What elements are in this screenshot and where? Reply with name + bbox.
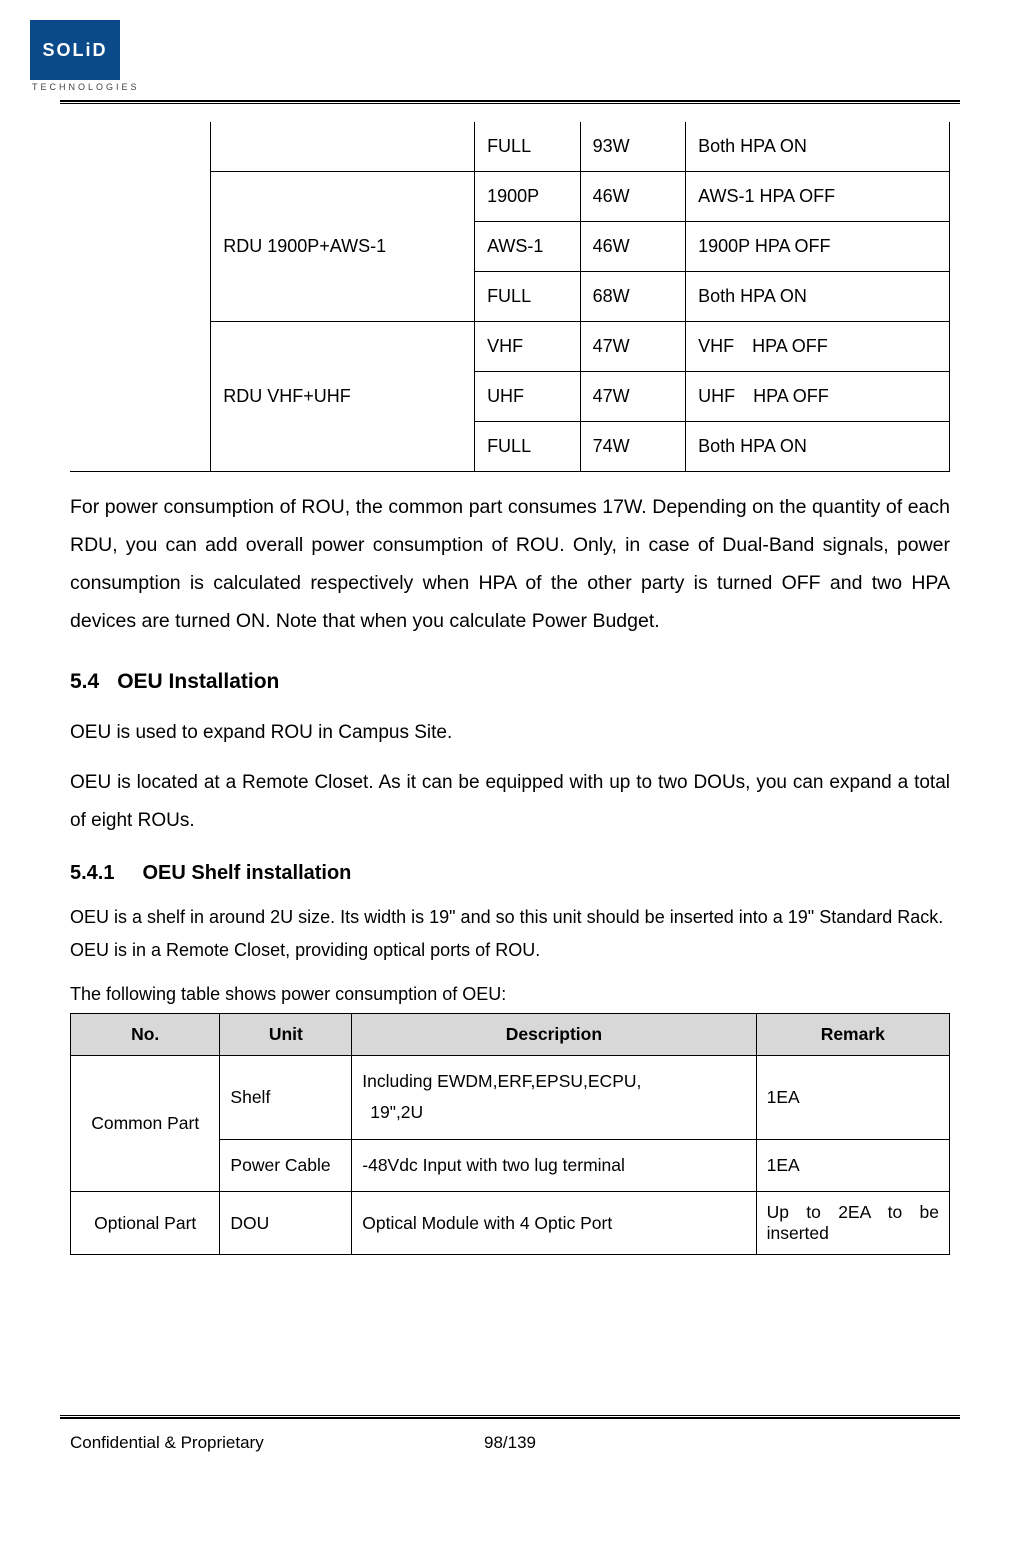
col-header-no: No. — [71, 1013, 220, 1055]
remark-cell: 1900P HPA OFF — [686, 222, 950, 272]
paragraph-5-4-1-body: OEU is a shelf in around 2U size. Its wi… — [70, 901, 950, 968]
oeu-components-table: No. Unit Description Remark Common PartS… — [70, 1013, 950, 1256]
desc-cell: Optical Module with 4 Optic Port — [352, 1192, 756, 1255]
remark-cell: UHF HPA OFF — [686, 372, 950, 422]
remark-cell: 1EA — [756, 1139, 949, 1192]
config-cell: RDU VHF+UHF — [211, 322, 475, 472]
remark-cell: AWS-1 HPA OFF — [686, 172, 950, 222]
config-cell: RDU 1900P+AWS-1 — [211, 172, 475, 322]
paragraph-power-note: For power consumption of ROU, the common… — [70, 488, 950, 640]
mode-cell: 1900P — [475, 172, 581, 222]
remark-cell: Both HPA ON — [686, 272, 950, 322]
remark-cell: Both HPA ON — [686, 422, 950, 472]
logo-container: SOLiD TECHNOLOGIES — [30, 20, 130, 92]
mode-cell: UHF — [475, 372, 581, 422]
footer-right — [657, 1433, 950, 1453]
no-cell: Optional Part — [71, 1192, 220, 1255]
remark-cell: Both HPA ON — [686, 122, 950, 172]
logo-mark: SOLiD — [30, 20, 120, 80]
mode-cell: AWS-1 — [475, 222, 581, 272]
mode-cell: FULL — [475, 272, 581, 322]
logo-text: SOLiD — [42, 40, 107, 61]
unit-cell: Shelf — [220, 1055, 352, 1139]
spacer — [70, 1255, 950, 1375]
power-cell: 47W — [580, 372, 686, 422]
desc-cell: -48Vdc Input with two lug terminal — [352, 1139, 756, 1192]
table-header-row: No. Unit Description Remark — [71, 1013, 950, 1055]
col-header-desc: Description — [352, 1013, 756, 1055]
header-divider — [60, 100, 960, 104]
remark-cell: 1EA — [756, 1055, 949, 1139]
power-cell: 46W — [580, 172, 686, 222]
footer-left: Confidential & Proprietary — [70, 1433, 363, 1453]
power-cell: 93W — [580, 122, 686, 172]
footer-page-number: 98/139 — [363, 1433, 656, 1453]
document-page: SOLiD TECHNOLOGIES FULL93WBoth HPA ONRDU… — [0, 0, 1020, 1562]
footer: Confidential & Proprietary 98/139 — [70, 1433, 950, 1453]
power-cell: 46W — [580, 222, 686, 272]
remark-cell: Up to 2EA to be inserted — [756, 1192, 949, 1255]
remark-cell: VHF HPA OFF — [686, 322, 950, 372]
col-header-unit: Unit — [220, 1013, 352, 1055]
table-row: Common PartShelfIncluding EWDM,ERF,EPSU,… — [71, 1055, 950, 1139]
power-consumption-table: FULL93WBoth HPA ONRDU 1900P+AWS-11900P46… — [70, 122, 950, 472]
heading-5-4-title: OEU Installation — [117, 670, 279, 693]
heading-5-4-1: 5.4.1 OEU Shelf installation — [70, 862, 950, 885]
paragraph-5-4-2: OEU is located at a Remote Closet. As it… — [70, 764, 950, 840]
unit-cell: DOU — [220, 1192, 352, 1255]
heading-5-4-1-title: OEU Shelf installation — [142, 862, 351, 884]
unit-cell: Power Cable — [220, 1139, 352, 1192]
heading-5-4: 5.4 OEU Installation — [70, 670, 950, 694]
mode-cell: FULL — [475, 422, 581, 472]
paragraph-5-4-1-intro: The following table shows power consumpt… — [70, 978, 950, 1011]
desc-cell: Including EWDM,ERF,EPSU,ECPU,19",2U — [352, 1055, 756, 1139]
footer-divider — [60, 1415, 960, 1419]
power-cell: 47W — [580, 322, 686, 372]
logo-subtext: TECHNOLOGIES — [32, 82, 130, 92]
mode-cell: VHF — [475, 322, 581, 372]
table-row: FULL93WBoth HPA ON — [70, 122, 950, 172]
mode-cell: FULL — [475, 122, 581, 172]
paragraph-5-4-1: OEU is used to expand ROU in Campus Site… — [70, 714, 950, 752]
no-cell: Common Part — [71, 1055, 220, 1192]
heading-5-4-1-number: 5.4.1 — [70, 862, 114, 884]
table-row: Optional PartDOUOptical Module with 4 Op… — [71, 1192, 950, 1255]
heading-5-4-number: 5.4 — [70, 670, 99, 693]
col-header-remark: Remark — [756, 1013, 949, 1055]
power-cell: 68W — [580, 272, 686, 322]
blank-cell — [70, 122, 211, 472]
config-cell — [211, 122, 475, 172]
power-cell: 74W — [580, 422, 686, 472]
